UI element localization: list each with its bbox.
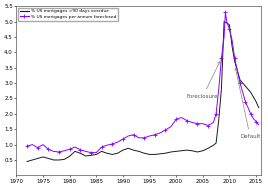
Legend: % US mortgages >90 days overdue, % US mortgages per annum foreclosed: % US mortgages >90 days overdue, % US mo… — [18, 8, 118, 21]
Text: Foreclosure: Foreclosure — [187, 62, 220, 99]
Text: Default: Default — [235, 68, 260, 139]
